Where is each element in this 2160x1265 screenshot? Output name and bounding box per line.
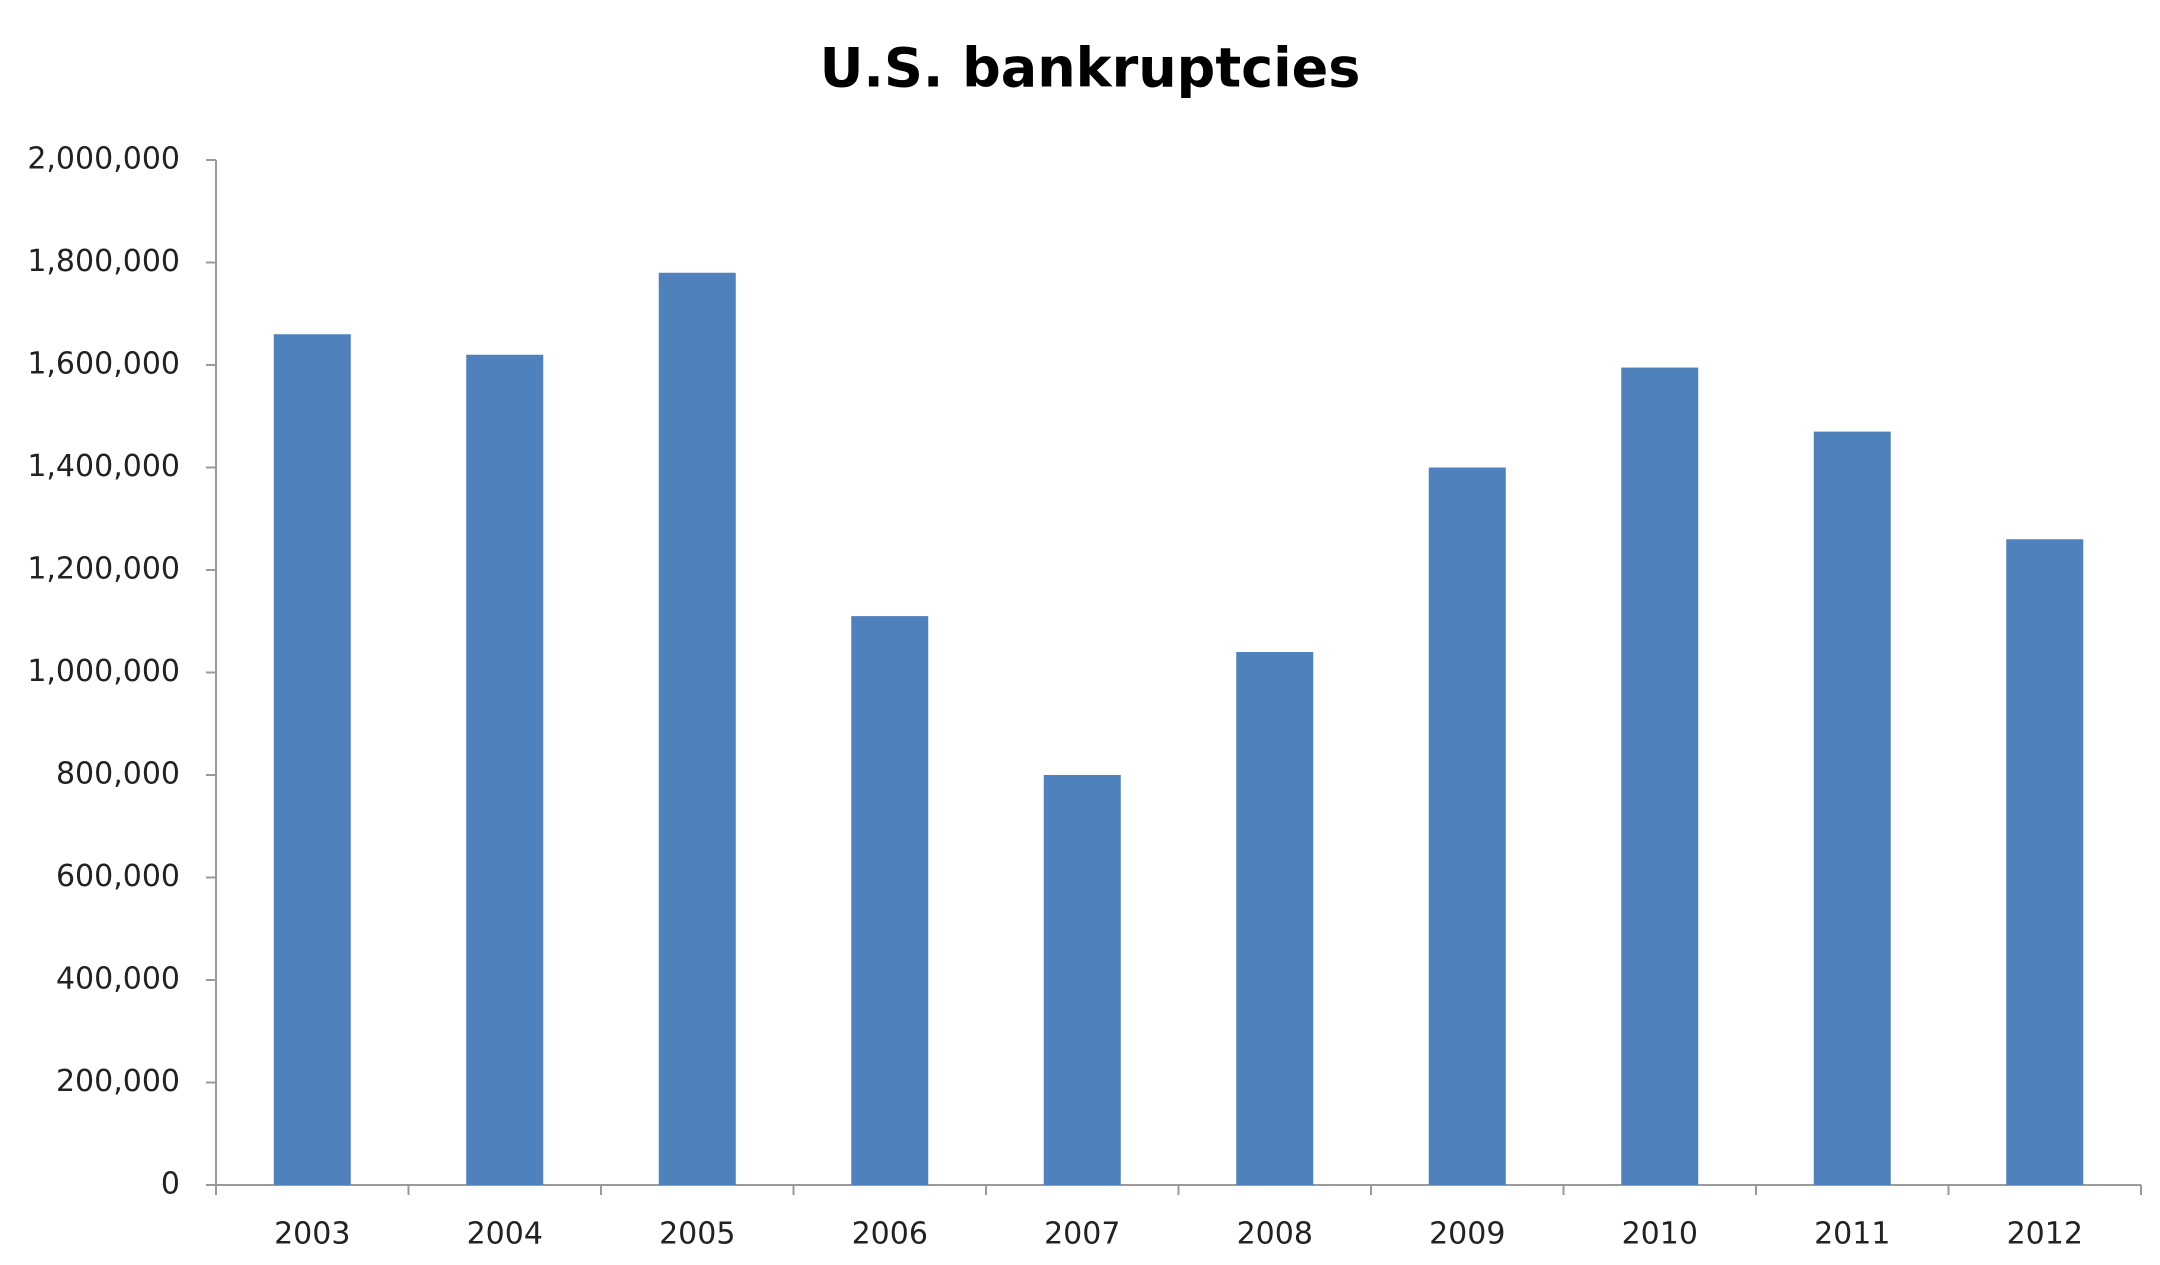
y-tick-label: 1,400,000 [27,449,180,484]
x-tick-label: 2003 [274,1217,350,1252]
y-tick-label: 1,000,000 [27,654,180,689]
y-tick-label: 600,000 [56,859,180,894]
bar [273,334,351,1185]
bar [1428,467,1506,1185]
bar [2006,539,2084,1185]
y-tick-label: 2,000,000 [27,142,180,177]
x-tick-label: 2008 [1237,1217,1313,1252]
chart-title: U.S. bankruptcies [820,37,1361,100]
x-tick-label: 2010 [1622,1217,1698,1252]
x-tick-label: 2011 [1814,1217,1890,1252]
bar [1043,775,1121,1185]
y-tick-label: 0 [161,1167,180,1202]
y-tick-label: 1,600,000 [27,347,180,382]
bar [466,354,544,1185]
x-tick-label: 2012 [2007,1217,2083,1252]
y-tick-label: 200,000 [56,1064,180,1099]
x-tick-label: 2007 [1044,1217,1120,1252]
bar [658,272,736,1185]
x-tick-label: 2006 [852,1217,928,1252]
x-tick-label: 2009 [1429,1217,1505,1252]
bar [1813,431,1891,1185]
x-tick-label: 2004 [467,1217,543,1252]
bar [1621,367,1699,1185]
bar [1236,652,1314,1185]
y-tick-label: 1,200,000 [27,552,180,587]
y-tick-label: 1,800,000 [27,244,180,279]
y-tick-label: 800,000 [56,757,180,792]
bar [851,616,929,1185]
y-tick-label: 400,000 [56,962,180,997]
x-tick-label: 2005 [659,1217,735,1252]
